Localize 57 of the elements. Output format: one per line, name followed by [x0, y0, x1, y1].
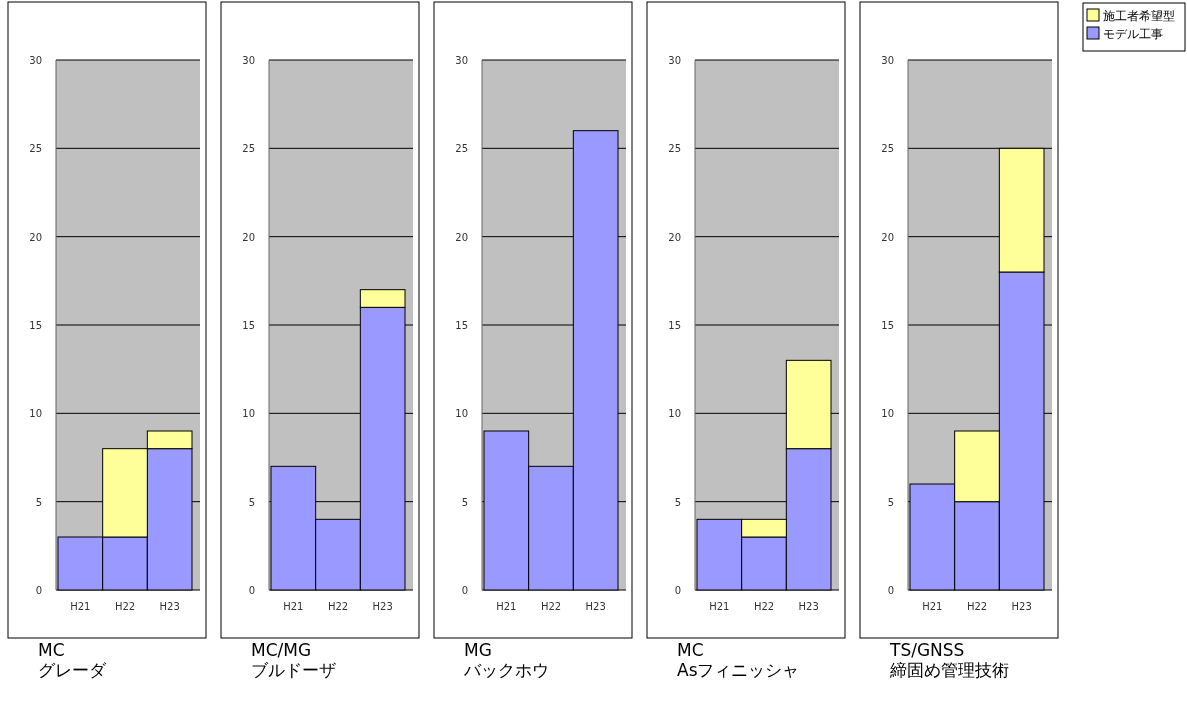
x-tick-label: H22 [540, 601, 562, 612]
y-tick-label: 10 [455, 408, 468, 420]
y-tick-label: 0 [674, 585, 681, 596]
y-tick-label: 20 [455, 231, 468, 243]
y-tick-label: 30 [242, 55, 255, 66]
y-tick-label: 30 [668, 55, 681, 66]
y-tick-label: 30 [455, 55, 468, 66]
y-tick-label: 25 [29, 143, 42, 155]
x-tick-label: H22 [114, 601, 136, 612]
x-tick-label: H23 [798, 601, 819, 612]
x-tick-label: H23 [159, 601, 180, 612]
x-tick-label: H21 [496, 601, 517, 612]
y-tick-label: 10 [29, 408, 42, 420]
y-tick-label: 25 [668, 143, 681, 155]
x-axis-title: MC グレーダ [38, 640, 107, 680]
y-tick-label: 20 [668, 231, 681, 243]
x-axis-title: MG バックホウ [463, 640, 549, 680]
y-tick-label: 25 [242, 143, 255, 155]
y-tick-label: 0 [35, 585, 42, 596]
y-tick-label: 5 [461, 496, 468, 508]
y-tick-label: 15 [242, 320, 255, 331]
y-tick-label: 15 [668, 320, 681, 331]
y-tick-label: 0 [887, 585, 894, 596]
y-tick-label: 15 [881, 320, 894, 331]
y-tick-label: 10 [668, 408, 681, 420]
y-tick-label: 20 [29, 231, 42, 243]
x-tick-label: H23 [372, 601, 393, 612]
y-tick-label: 10 [242, 408, 255, 420]
x-tick-label: H22 [753, 601, 775, 612]
y-tick-label: 25 [455, 143, 468, 155]
y-tick-label: 20 [242, 231, 255, 243]
legend-label: モデル工事 [1103, 27, 1163, 41]
y-tick-label: 30 [29, 55, 42, 66]
x-axis-title: MC/MG ブルドーザ [251, 640, 336, 680]
x-tick-label: H23 [1011, 601, 1032, 612]
x-tick-label: H21 [709, 601, 730, 612]
y-tick-label: 0 [248, 585, 255, 596]
x-tick-label: H21 [922, 601, 943, 612]
y-tick-label: 5 [248, 496, 255, 508]
y-tick-label: 5 [887, 496, 894, 508]
y-tick-label: 10 [881, 408, 894, 420]
y-tick-label: 25 [881, 143, 894, 155]
x-tick-label: H21 [283, 601, 304, 612]
x-tick-label: H22 [327, 601, 349, 612]
y-tick-label: 5 [674, 496, 681, 508]
legend-label: 施工者希望型 [1103, 9, 1175, 23]
y-tick-label: 30 [881, 55, 894, 66]
y-tick-label: 15 [455, 320, 468, 331]
x-tick-label: H22 [966, 601, 988, 612]
x-axis-title: TS/GNSS 締固め管理技術 [889, 640, 1009, 680]
y-tick-label: 0 [461, 585, 468, 596]
x-tick-label: H23 [585, 601, 606, 612]
y-tick-label: 5 [35, 496, 42, 508]
x-axis-title: MC Asフィニッシャ [677, 640, 800, 680]
x-tick-label: H21 [70, 601, 91, 612]
y-tick-label: 15 [29, 320, 42, 331]
y-tick-label: 20 [881, 231, 894, 243]
